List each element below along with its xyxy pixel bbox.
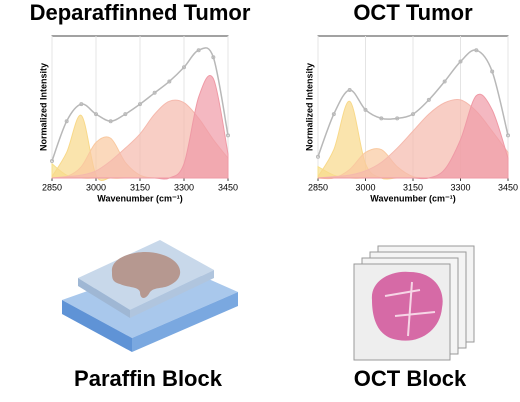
spectrum-point xyxy=(490,69,495,74)
spectrum-point xyxy=(506,133,510,138)
x-tick-label: 3000 xyxy=(86,182,106,192)
x-axis-label: Wavenumber (cm⁻¹) xyxy=(97,193,182,203)
x-tick-label: 3450 xyxy=(218,182,238,192)
spectrum-point xyxy=(442,79,447,84)
component-area xyxy=(318,93,509,180)
spectrum-point xyxy=(411,112,415,117)
spectrum-point xyxy=(138,102,142,107)
component-area xyxy=(52,74,229,180)
spectrum-point xyxy=(79,102,84,107)
spectrum-point xyxy=(50,158,54,163)
spectrum-point xyxy=(196,48,201,53)
spectrum-point xyxy=(94,112,98,117)
x-tick-label: 3150 xyxy=(403,182,423,192)
y-axis-label: Normalized Intensity xyxy=(38,63,48,151)
spectrum-point xyxy=(167,79,172,84)
spectrum-point xyxy=(182,65,186,70)
oct-block xyxy=(353,245,475,361)
y-axis-label: Normalized Intensity xyxy=(304,63,314,151)
spectrum-point xyxy=(316,154,320,159)
spectrum-point xyxy=(331,112,336,117)
x-axis-label: Wavenumber (cm⁻¹) xyxy=(370,193,455,203)
spectrum-point xyxy=(226,133,230,138)
x-tick-label: 2850 xyxy=(308,182,328,192)
spectrum-point xyxy=(363,107,368,112)
spectrum-line xyxy=(317,49,509,157)
caption: OCT Block xyxy=(354,366,467,391)
spectrum-point xyxy=(64,119,69,124)
x-tick-label: 3000 xyxy=(355,182,375,192)
chart-title: OCT Tumor xyxy=(353,0,473,25)
spectrum-point xyxy=(474,48,479,53)
spectrum-point xyxy=(395,116,400,121)
x-tick-label: 2850 xyxy=(42,182,62,192)
spectrum-point xyxy=(458,59,463,64)
x-tick-label: 3450 xyxy=(498,182,518,192)
spectrum-point xyxy=(426,97,431,102)
paraffin-block xyxy=(62,240,238,352)
spectrum-point xyxy=(211,55,216,60)
spectrum-point xyxy=(379,116,384,121)
spectrum-line xyxy=(51,47,229,162)
chart-title: Deparaffinned Tumor xyxy=(30,0,251,25)
x-tick-label: 3300 xyxy=(174,182,194,192)
spectrum-point xyxy=(123,112,128,117)
spectrum-point xyxy=(152,90,157,95)
x-tick-label: 3300 xyxy=(450,182,470,192)
caption: Paraffin Block xyxy=(74,366,223,391)
spectrum-point xyxy=(108,119,113,124)
x-tick-label: 3150 xyxy=(130,182,150,192)
spectrum-point xyxy=(347,87,352,92)
